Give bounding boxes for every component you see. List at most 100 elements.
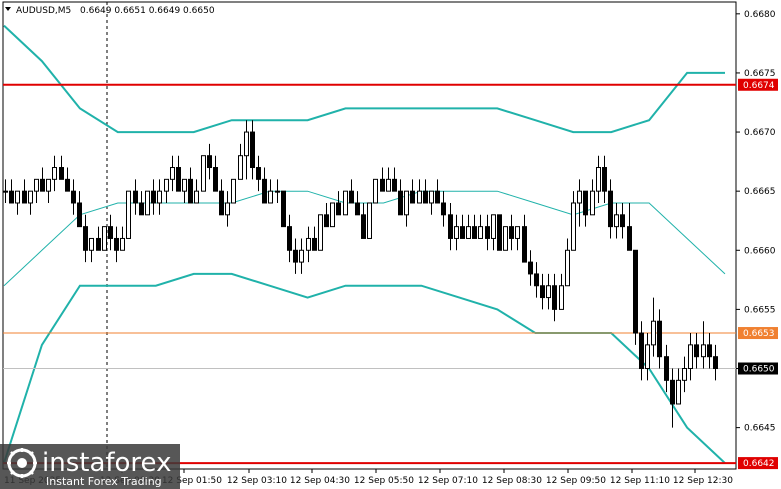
candle (170, 155, 175, 192)
candle (410, 179, 415, 204)
candle-body-down (460, 226, 465, 239)
candle (145, 190, 150, 216)
candle-body-up (417, 190, 422, 204)
candle (639, 321, 644, 381)
candle-body-up (343, 190, 348, 216)
instaforex-logo: instaforex Instant Forex Trading (0, 444, 180, 489)
candle (15, 190, 20, 215)
candle (299, 238, 304, 274)
candle-body-down (108, 226, 113, 239)
candle-body-down (552, 285, 557, 310)
candle-body-down (448, 214, 453, 239)
candle (244, 120, 249, 180)
candle (330, 202, 335, 228)
candle-body-up (244, 131, 249, 157)
candle-body-down (694, 344, 699, 358)
candle-body-up (225, 202, 230, 216)
candle (46, 178, 51, 203)
middle-band-line (3, 190, 726, 287)
candle-body-up (491, 214, 496, 239)
x-tick-label: 12 Sep 01:50 (162, 476, 222, 486)
candle-body-up (590, 190, 595, 216)
candle-body-down (151, 190, 156, 204)
candle (485, 214, 490, 251)
candle-body-up (157, 190, 162, 204)
candle-body-up (367, 202, 372, 239)
candle (522, 214, 527, 263)
candle-body-down (65, 178, 70, 192)
candle (3, 179, 8, 203)
candle-body-up (503, 226, 508, 251)
entry-price-tag-label: 0.6653 (743, 329, 775, 339)
candle-body-down (361, 214, 366, 239)
candle (83, 214, 88, 263)
candle (96, 226, 101, 251)
candle-body-up (386, 178, 391, 192)
candle (596, 155, 601, 203)
y-axis: 0.6680 0.6675 0.6670 0.6665 0.6660 0.6655 0.66… (736, 10, 778, 470)
candle-body-up (651, 320, 656, 346)
candle (108, 214, 113, 251)
candle (287, 214, 292, 263)
candle (157, 179, 162, 215)
dropdown-triangle-icon[interactable] (5, 7, 11, 11)
candle (238, 143, 243, 180)
candle-body-up (373, 178, 378, 204)
candle (207, 143, 212, 180)
x-tick-label: 12 Sep 08:30 (482, 476, 542, 486)
candle (392, 167, 397, 192)
x-tick-label: 12 Sep 05:50 (354, 476, 414, 486)
candle (225, 191, 230, 227)
candle-body-up (145, 190, 150, 216)
candle-body-up (688, 344, 693, 370)
candle-body-down (608, 190, 613, 228)
y-tick-label: 0.6670 (744, 128, 776, 138)
candle (466, 214, 471, 239)
candle (343, 190, 348, 216)
candle-body-down (139, 202, 144, 216)
candle-body-down (639, 332, 644, 370)
candle (373, 178, 378, 204)
candle-body-up (238, 155, 243, 180)
candle (164, 178, 169, 203)
candle (602, 155, 607, 203)
candle-body-down (583, 190, 588, 216)
candle (713, 344, 718, 381)
candle-body-up (126, 190, 131, 239)
candle-body-up (102, 226, 107, 251)
candle-body-up (52, 167, 57, 180)
candle-body-up (318, 214, 323, 251)
candle-body-down (250, 131, 255, 169)
candle (102, 226, 107, 251)
candle (664, 344, 669, 393)
candle (534, 262, 539, 298)
x-tick-label: 12 Sep 11:10 (610, 476, 670, 486)
candle (441, 191, 446, 227)
candle (515, 226, 520, 251)
candle-body-up (596, 167, 601, 192)
candle-body-down (324, 214, 329, 228)
candle (590, 179, 595, 216)
candle-body-up (404, 190, 409, 216)
candle (349, 179, 354, 204)
candle (219, 179, 224, 216)
candle-body-down (59, 167, 64, 180)
candle (571, 191, 576, 251)
resistance-price-tag-label: 0.6674 (743, 81, 775, 91)
candle-body-down (176, 167, 181, 192)
candle (151, 179, 156, 215)
candle (694, 333, 699, 369)
candle (194, 179, 199, 204)
candle-body-down (664, 356, 669, 381)
candle (65, 167, 70, 192)
candle-body-up (34, 178, 39, 192)
candle-body-up (194, 190, 199, 204)
candle-body-down (336, 202, 341, 216)
candle (614, 202, 619, 239)
logo-mark-icon (7, 448, 37, 478)
candle (133, 179, 138, 215)
y-tick-label: 0.6665 (744, 187, 776, 197)
candle-body-down (77, 202, 82, 228)
candle-body-down (423, 190, 428, 204)
